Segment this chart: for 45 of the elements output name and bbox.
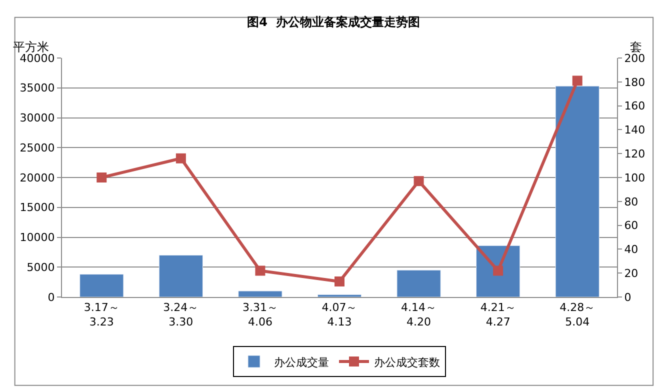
x-tick-label: 3.24～ 3.30 <box>163 301 199 328</box>
point <box>572 76 582 86</box>
bar <box>396 270 441 297</box>
y-tick-label: 35000 <box>20 82 55 95</box>
point <box>255 266 266 276</box>
y2-tick-label: 40 <box>624 243 638 256</box>
y2-tick-label: 140 <box>624 124 646 137</box>
y-axis-title: 平方米 <box>13 40 49 54</box>
legend-label: 办公成交套数 <box>374 356 440 369</box>
bar <box>317 294 362 297</box>
y-tick-label: 10000 <box>20 231 55 244</box>
y2-tick-label: 20 <box>624 266 638 280</box>
x-tick-label: 3.31～ 4.06 <box>242 301 278 328</box>
legend-label: 办公成交量 <box>274 356 329 369</box>
point <box>96 172 107 182</box>
y2-axis-title: 套 <box>630 40 642 54</box>
y-tick-label: 5000 <box>26 260 55 274</box>
bar <box>80 274 124 297</box>
bar <box>158 254 203 297</box>
point <box>414 176 424 186</box>
point <box>176 153 186 164</box>
x-tick-label: 3.17～ 3.23 <box>84 301 120 328</box>
x-tick-label: 4.07～ 4.13 <box>322 301 358 328</box>
y2-tick-label: 200 <box>624 52 646 65</box>
point <box>493 266 504 276</box>
y2-tick-label: 0 <box>624 290 632 304</box>
y-tick-label: 30000 <box>20 112 55 125</box>
y2-tick-label: 120 <box>624 147 646 160</box>
bar <box>555 86 600 297</box>
y2-tick-label: 100 <box>624 171 646 184</box>
chart-title: 图4 办公物业备案成交量走势图 <box>247 14 420 29</box>
x-tick-label: 4.21～ 4.27 <box>480 301 516 328</box>
x-tick-label: 4.28～ 5.04 <box>560 301 596 328</box>
y-tick-label: 40000 <box>20 52 55 65</box>
y-tick-label: 25000 <box>20 141 55 154</box>
y-tick-label: 20000 <box>20 171 55 184</box>
y-tick-label: 0 <box>48 290 55 304</box>
y2-tick-label: 60 <box>624 219 638 232</box>
x-tick-label: 4.14～ 4.20 <box>401 301 437 328</box>
point <box>334 276 344 286</box>
bar <box>238 290 282 297</box>
y2-tick-label: 80 <box>624 195 638 208</box>
y2-tick-label: 180 <box>624 76 646 89</box>
y2-tick-label: 160 <box>624 100 646 113</box>
y-tick-label: 15000 <box>20 201 55 214</box>
